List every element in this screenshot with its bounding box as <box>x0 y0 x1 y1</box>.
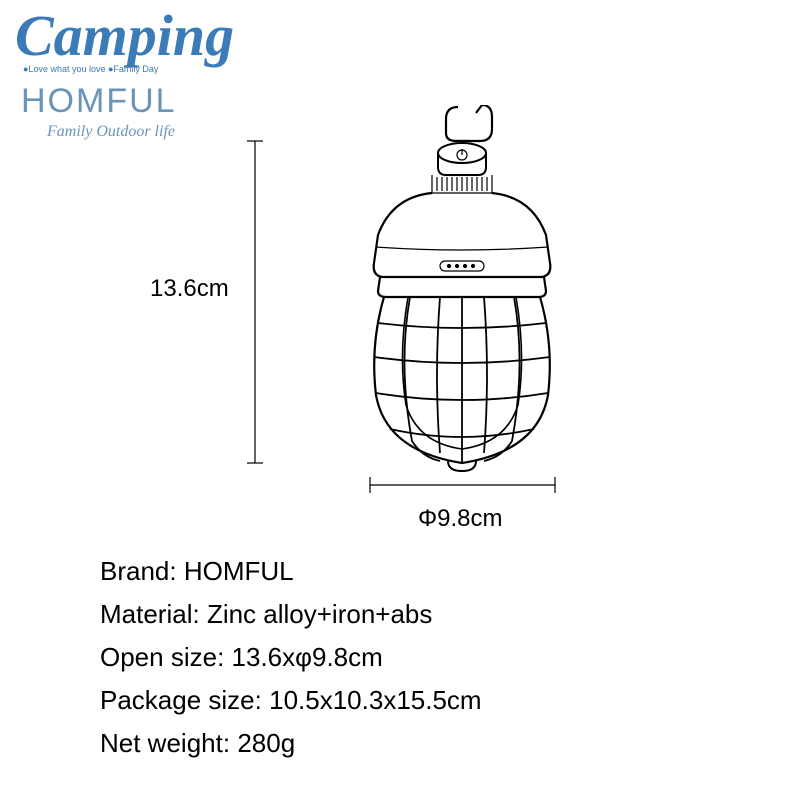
spec-package-size: Package size: 10.5x10.3x15.5cm <box>100 679 482 722</box>
spec-open-size-value: 13.6xφ9.8cm <box>232 642 383 672</box>
lantern-svg <box>140 105 660 535</box>
width-dimension-label: Φ9.8cm <box>418 505 503 533</box>
spec-open-size: Open size: 13.6xφ9.8cm <box>100 636 482 679</box>
spec-material-label: Material: <box>100 599 200 629</box>
logo-camping-text: Camping <box>15 10 255 62</box>
spec-brand-label: Brand: <box>100 556 177 586</box>
spec-package-size-value: 10.5x10.3x15.5cm <box>269 685 481 715</box>
spec-brand: Brand: HOMFUL <box>100 550 482 593</box>
spec-material-value: Zinc alloy+iron+abs <box>207 599 432 629</box>
spec-material: Material: Zinc alloy+iron+abs <box>100 593 482 636</box>
spec-net-weight-label: Net weight: <box>100 728 230 758</box>
product-diagram: 13.6cm Φ9.8cm <box>140 105 660 535</box>
spec-package-size-label: Package size: <box>100 685 262 715</box>
spec-net-weight-value: 280g <box>237 728 295 758</box>
spec-brand-value: HOMFUL <box>184 556 294 586</box>
spec-open-size-label: Open size: <box>100 642 224 672</box>
specs-block: Brand: HOMFUL Material: Zinc alloy+iron+… <box>100 550 482 764</box>
height-dimension-label: 13.6cm <box>150 275 229 303</box>
spec-net-weight: Net weight: 280g <box>100 722 482 765</box>
